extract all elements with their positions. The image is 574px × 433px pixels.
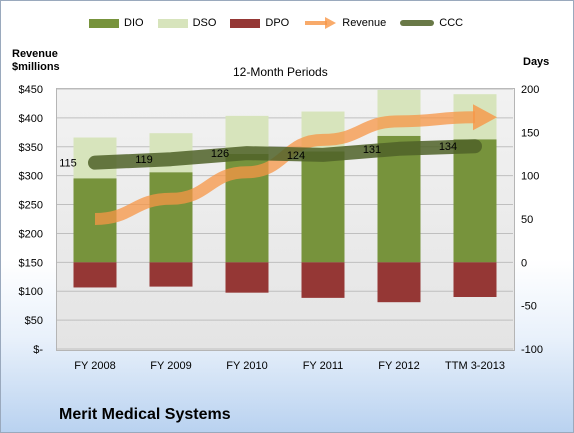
left-tick-label: $200 — [19, 228, 43, 240]
legend-item-dpo: DPO — [230, 17, 289, 29]
right-tick-label: 200 — [521, 84, 539, 96]
ccc-data-label: 124 — [287, 150, 305, 162]
left-axis-title-line2: $millions — [12, 61, 60, 73]
legend-item-dio: DIO — [89, 17, 144, 29]
bar-dio — [149, 172, 193, 263]
left-tick-label: $300 — [19, 171, 43, 183]
bar-dpo — [225, 262, 269, 293]
legend-label-ccc: CCC — [439, 17, 464, 29]
left-tick-label: $400 — [19, 113, 43, 125]
legend-swatch-dio — [89, 18, 119, 28]
legend-swatch-dpo — [230, 18, 261, 28]
chart-title: 12-Month Periods — [233, 65, 328, 79]
right-tick-label: 100 — [521, 171, 539, 183]
legend-label-dpo: DPO — [265, 17, 290, 29]
right-axis-title: Days — [523, 56, 550, 68]
legend-line-icon — [400, 20, 435, 26]
bar-dpo — [73, 262, 117, 288]
category-label: FY 2010 — [226, 360, 267, 372]
left-tick-label: $450 — [19, 84, 43, 96]
ccc-data-label: 119 — [135, 154, 153, 166]
right-tick-label: -50 — [521, 301, 537, 313]
legend-item-ccc: CCC — [400, 16, 463, 30]
ccc-data-label: 115 — [59, 158, 77, 170]
company-name: Merit Medical Systems — [59, 406, 231, 423]
left-tick-label: $250 — [19, 200, 43, 212]
right-tick-label: 150 — [521, 127, 539, 139]
legend-label-revenue: Revenue — [342, 17, 387, 29]
left-tick-label: $150 — [19, 257, 43, 269]
right-tick-label: -100 — [521, 344, 543, 356]
right-tick-label: 0 — [521, 257, 527, 269]
left-axis-title-line1: Revenue — [12, 48, 58, 60]
left-tick-label: $350 — [19, 142, 43, 154]
left-tick-label: $- — [33, 344, 43, 356]
category-label: FY 2011 — [303, 360, 344, 372]
bar-dpo — [377, 262, 421, 303]
revenue-arrowhead — [473, 104, 497, 131]
bar-dpo — [301, 262, 345, 298]
left-tick-label: $100 — [19, 286, 43, 298]
legend: DIO DSO DPO Revenue CCC — [89, 14, 477, 32]
category-label: FY 2008 — [74, 360, 115, 372]
category-label: FY 2009 — [150, 360, 191, 372]
bar-dpo — [149, 262, 193, 287]
ccc-data-label: 126 — [211, 148, 229, 160]
bar-dpo — [453, 262, 497, 297]
legend-label-dso: DSO — [192, 17, 217, 29]
legend-item-revenue: Revenue — [303, 16, 386, 30]
plot-area — [56, 88, 515, 351]
bar-dso — [377, 89, 421, 136]
ccc-data-label: 134 — [439, 141, 457, 153]
bar-dio — [301, 151, 345, 263]
ccc-line — [88, 139, 482, 170]
bar-dio — [453, 139, 497, 263]
right-tick-label: 50 — [521, 214, 533, 226]
legend-arrow-icon — [305, 17, 337, 29]
legend-label-dio: DIO — [124, 17, 144, 29]
category-label: TTM 3-2013 — [445, 360, 505, 372]
legend-item-dso: DSO — [157, 17, 217, 29]
ccc-data-label: 131 — [363, 144, 381, 156]
left-tick-label: $50 — [25, 315, 43, 327]
legend-swatch-dso — [157, 18, 188, 28]
category-label: FY 2012 — [378, 360, 419, 372]
